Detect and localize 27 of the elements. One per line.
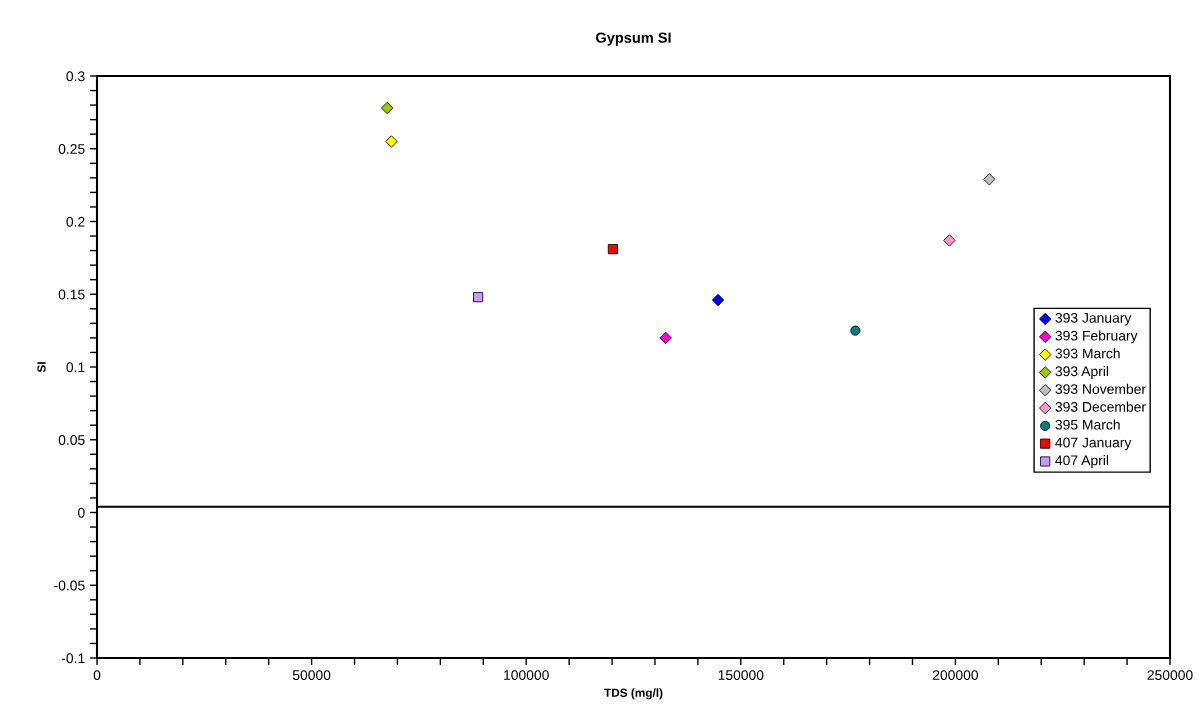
x-axis-title: TDS (mg/l) (604, 688, 663, 700)
y-tick-label: 0 (78, 507, 85, 518)
legend-label: 395 March (1055, 419, 1120, 430)
y-tick-label: 0.05 (58, 435, 85, 445)
x-tick-label: 50000 (292, 670, 331, 681)
x-tick-label: 250000 (1147, 670, 1193, 681)
legend-label: 393 April (1055, 366, 1109, 379)
y-tick-label: 0.3 (66, 71, 85, 82)
y-tick-label: 0.15 (58, 289, 85, 300)
y-tick-label: 0.1 (66, 362, 85, 373)
legend-label: 393 January (1055, 312, 1132, 326)
legend-label: 393 February (1055, 330, 1138, 344)
legend-label: 393 March (1055, 348, 1120, 359)
y-tick-label: -0.05 (54, 580, 85, 591)
legend-label: 393 December (1055, 401, 1146, 412)
y-axis-title: SI (37, 362, 46, 373)
y-tick-label: -0.1 (61, 653, 85, 664)
x-tick-label: 200000 (932, 670, 979, 681)
y-tick-label: 0.2 (66, 216, 85, 227)
legend-label: 393 November (1055, 383, 1146, 395)
x-tick-label: 0 (93, 670, 101, 681)
x-tick-label: 100000 (504, 670, 549, 681)
y-tick-label: 0.25 (58, 144, 85, 154)
legend-label: 407 April (1055, 455, 1109, 468)
legend-label: 407 January (1055, 437, 1132, 451)
chart-title: Gypsum SI (596, 32, 671, 46)
x-tick-label: 150000 (718, 670, 764, 681)
